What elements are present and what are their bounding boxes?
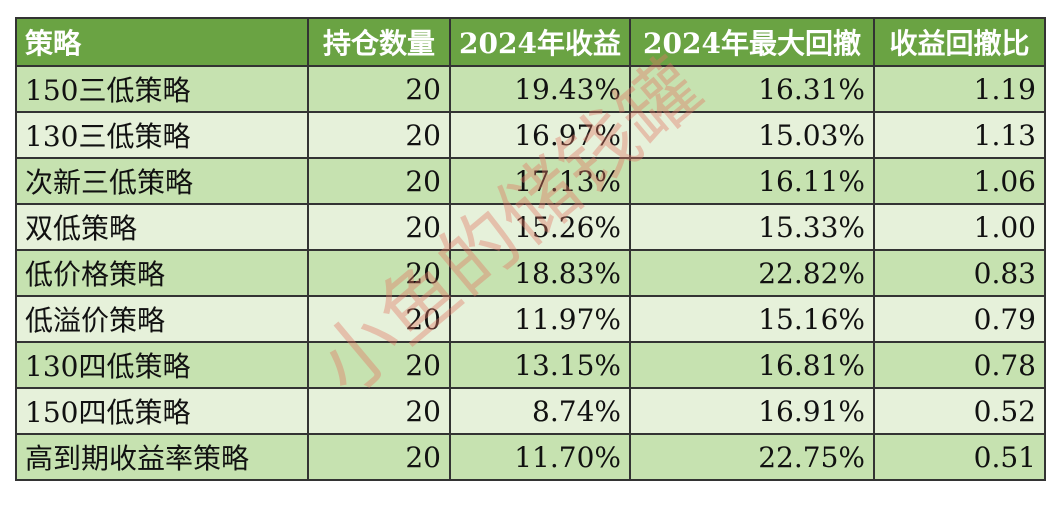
drawdown-cell: 15.03%	[629, 111, 875, 159]
return-cell: 13.15%	[449, 341, 631, 389]
header-row: 策略 持仓数量 2024年收益 2024年最大回撤 收益回撤比	[15, 17, 1046, 67]
col-header-holdings: 持仓数量	[307, 17, 451, 67]
return-cell: 8.74%	[449, 387, 631, 435]
holdings-cell: 20	[307, 341, 451, 389]
return-cell: 11.97%	[449, 295, 631, 343]
strategy-table: 策略 持仓数量 2024年收益 2024年最大回撤 收益回撤比 150三低策略 …	[15, 17, 1046, 481]
table-row: 150三低策略 20 19.43% 16.31% 1.19	[15, 65, 1046, 113]
drawdown-cell: 15.16%	[629, 295, 875, 343]
drawdown-cell: 16.91%	[629, 387, 875, 435]
drawdown-cell: 16.11%	[629, 157, 875, 205]
return-cell: 18.83%	[449, 249, 631, 297]
ratio-cell: 0.83	[873, 249, 1046, 297]
col-header-return: 2024年收益	[449, 17, 631, 67]
holdings-cell: 20	[307, 433, 451, 481]
drawdown-cell: 16.31%	[629, 65, 875, 113]
ratio-cell: 1.19	[873, 65, 1046, 113]
ratio-cell: 0.78	[873, 341, 1046, 389]
table-row: 次新三低策略 20 17.13% 16.11% 1.06	[15, 157, 1046, 205]
strategy-name-cell: 低价格策略	[15, 249, 309, 297]
col-header-ratio: 收益回撤比	[873, 17, 1046, 67]
drawdown-cell: 22.75%	[629, 433, 875, 481]
holdings-cell: 20	[307, 295, 451, 343]
ratio-cell: 0.79	[873, 295, 1046, 343]
strategy-name-cell: 低溢价策略	[15, 295, 309, 343]
strategy-name-cell: 次新三低策略	[15, 157, 309, 205]
strategy-name-cell: 高到期收益率策略	[15, 433, 309, 481]
col-header-strategy: 策略	[15, 17, 309, 67]
holdings-cell: 20	[307, 111, 451, 159]
holdings-cell: 20	[307, 65, 451, 113]
holdings-cell: 20	[307, 249, 451, 297]
drawdown-cell: 22.82%	[629, 249, 875, 297]
ratio-cell: 0.51	[873, 433, 1046, 481]
ratio-cell: 1.13	[873, 111, 1046, 159]
return-cell: 19.43%	[449, 65, 631, 113]
ratio-cell: 1.00	[873, 203, 1046, 251]
holdings-cell: 20	[307, 387, 451, 435]
table-row: 低溢价策略 20 11.97% 15.16% 0.79	[15, 295, 1046, 343]
strategy-name-cell: 130三低策略	[15, 111, 309, 159]
strategy-name-cell: 150三低策略	[15, 65, 309, 113]
strategy-name-cell: 130四低策略	[15, 341, 309, 389]
ratio-cell: 0.52	[873, 387, 1046, 435]
table-row: 130三低策略 20 16.97% 15.03% 1.13	[15, 111, 1046, 159]
table-row: 150四低策略 20 8.74% 16.91% 0.52	[15, 387, 1046, 435]
return-cell: 11.70%	[449, 433, 631, 481]
table-row: 低价格策略 20 18.83% 22.82% 0.83	[15, 249, 1046, 297]
table-row: 高到期收益率策略 20 11.70% 22.75% 0.51	[15, 433, 1046, 481]
table-row: 双低策略 20 15.26% 15.33% 1.00	[15, 203, 1046, 251]
holdings-cell: 20	[307, 203, 451, 251]
return-cell: 15.26%	[449, 203, 631, 251]
holdings-cell: 20	[307, 157, 451, 205]
ratio-cell: 1.06	[873, 157, 1046, 205]
strategy-name-cell: 双低策略	[15, 203, 309, 251]
return-cell: 17.13%	[449, 157, 631, 205]
table-row: 130四低策略 20 13.15% 16.81% 0.78	[15, 341, 1046, 389]
strategy-name-cell: 150四低策略	[15, 387, 309, 435]
drawdown-cell: 16.81%	[629, 341, 875, 389]
col-header-drawdown: 2024年最大回撤	[629, 17, 875, 67]
drawdown-cell: 15.33%	[629, 203, 875, 251]
return-cell: 16.97%	[449, 111, 631, 159]
